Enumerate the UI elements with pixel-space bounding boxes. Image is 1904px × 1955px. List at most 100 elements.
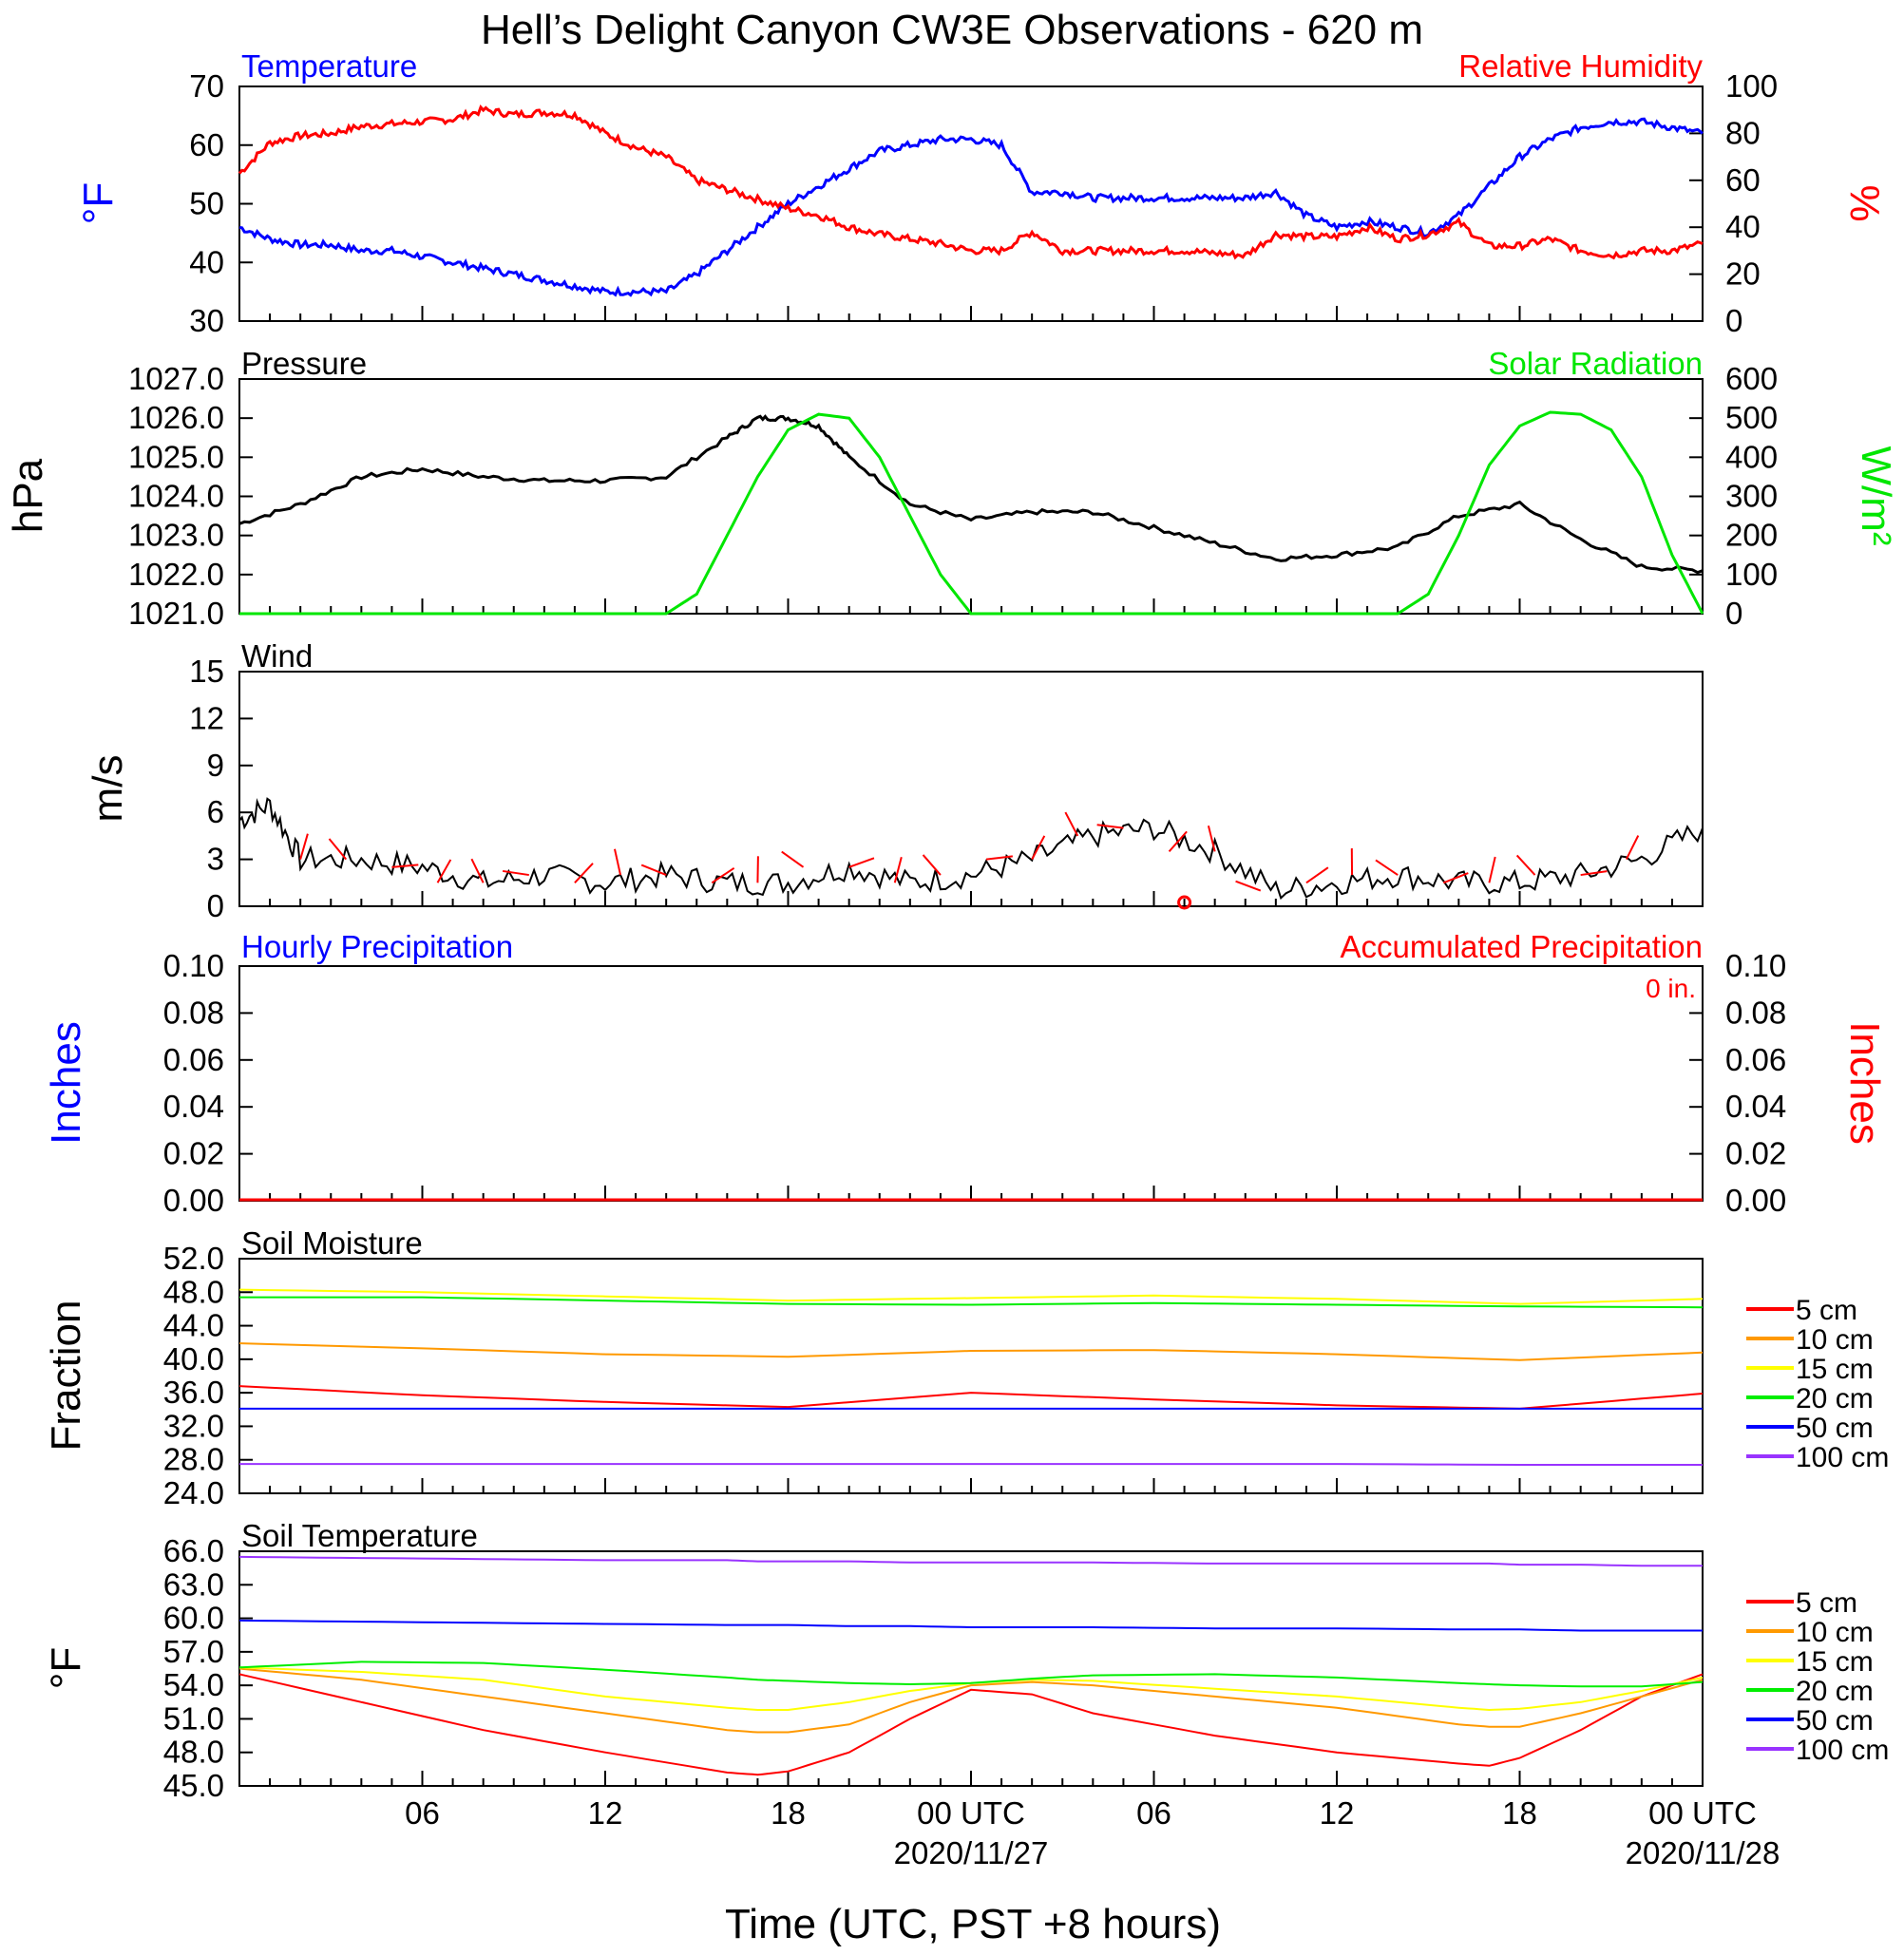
rh-tick-label: 40: [1725, 209, 1761, 244]
x-tick-label: 18: [771, 1795, 806, 1831]
x-tick-label: 06: [1136, 1795, 1171, 1831]
rh-tick-label: 80: [1725, 115, 1761, 150]
soil-moisture-axis-title: Fraction: [43, 1300, 89, 1452]
soil-temp-line-5: [238, 1555, 1703, 1567]
soil-temp-axis-title: °F: [43, 1647, 89, 1689]
humidity-label: Relative Humidity: [1458, 48, 1703, 84]
soil-temp-legend-label: 5 cm: [1796, 1587, 1857, 1619]
wind-barb: [781, 850, 805, 868]
wind-tick-label: 15: [189, 654, 224, 689]
soil-temp-tick-label: 54.0: [163, 1667, 224, 1702]
solar-tick-label: 200: [1725, 518, 1778, 553]
x-tick-label: 12: [1320, 1795, 1355, 1831]
wind-barb: [470, 858, 485, 883]
wind-barb: [1096, 824, 1124, 829]
soil-temp-tick-label: 51.0: [163, 1700, 224, 1736]
soil-moisture-tick-label: 28.0: [163, 1442, 224, 1477]
wind-barb: [436, 859, 452, 883]
solar-line: [239, 410, 1704, 616]
soil-moisture-legend-label: 100 cm: [1796, 1442, 1889, 1473]
x-tick-label: 12: [588, 1795, 623, 1831]
hourly-precip-tick-label: 0.00: [163, 1183, 224, 1218]
wind-tick-label: 12: [189, 700, 224, 735]
soil-moisture-label: Soil Moisture: [241, 1225, 423, 1261]
wind-line: [238, 797, 1704, 901]
hourly-precip-tick-label: 0.10: [163, 948, 224, 983]
soil-temp-label: Soil Temperature: [241, 1518, 478, 1553]
accum-precip-axis-title: Inches: [1841, 1021, 1888, 1145]
wind-tick-label: 9: [207, 748, 224, 783]
temp-tick-label: 40: [189, 244, 224, 279]
soil-moisture-legend-label: 10 cm: [1796, 1324, 1874, 1356]
pressure-tick-label: 1026.0: [128, 400, 224, 435]
x-date-label: 2020/11/27: [894, 1835, 1049, 1870]
calm-wind-marker: [1177, 895, 1192, 910]
wind-barb: [985, 855, 1013, 861]
pressure-tick-label: 1023.0: [128, 518, 224, 553]
soil-moisture-line-2: [238, 1288, 1704, 1305]
wind-barb: [1515, 854, 1536, 876]
accum-precip-tick-label: 0.02: [1725, 1136, 1786, 1171]
wind-barb: [1580, 870, 1608, 877]
wind-barb: [574, 863, 594, 883]
wind-barb: [1305, 866, 1329, 884]
soil-temp-tick-label: 63.0: [163, 1566, 224, 1602]
accum-precip-tick-label: 0.08: [1725, 995, 1786, 1030]
soil-temp-line-0: [238, 1673, 1704, 1776]
rh-tick-label: 100: [1725, 68, 1778, 104]
solar-tick-label: 300: [1725, 479, 1778, 514]
pressure-frame: [238, 378, 1704, 615]
soil-temp-frame: [238, 1550, 1704, 1787]
hourly-precip-tick-label: 0.08: [163, 995, 224, 1030]
soil-moisture-line-0: [238, 1385, 1704, 1410]
temp-tick-label: 60: [189, 127, 224, 162]
soil-moisture-line-1: [238, 1342, 1704, 1361]
wind-barb: [502, 869, 529, 877]
accum-precip-value: 0 in.: [1646, 974, 1696, 1003]
soil-moisture-tick-label: 44.0: [163, 1308, 224, 1343]
wind-barb: [893, 856, 903, 883]
soil-temp-legend-label: 100 cm: [1796, 1735, 1889, 1766]
accum-precip-label: Accumulated Precipitation: [1340, 929, 1703, 964]
wind-barb: [1168, 830, 1188, 853]
soil-temp-legend-label: 15 cm: [1796, 1646, 1874, 1678]
rh-tick-label: 20: [1725, 256, 1761, 292]
rh-axis-title: %: [1841, 184, 1888, 221]
hourly-precip-label: Hourly Precipitation: [241, 929, 513, 964]
solar-tick-label: 600: [1725, 361, 1778, 396]
pressure-tick-label: 1022.0: [128, 557, 224, 592]
wind-barb: [1488, 856, 1496, 883]
wind-axis-title: m/s: [85, 755, 131, 823]
soil-moisture-tick-label: 48.0: [163, 1274, 224, 1309]
soil-temp-line-2: [238, 1666, 1704, 1712]
soil-temp-line-3: [238, 1661, 1704, 1688]
wind-tick-label: 3: [207, 842, 224, 877]
solar-axis-title: W/m²: [1853, 446, 1899, 545]
precip-frame: [238, 965, 1704, 1202]
accum-precip-tick-label: 0.10: [1725, 948, 1786, 983]
x-tick-label: 00 UTC: [917, 1795, 1025, 1831]
wind-barb: [1235, 880, 1262, 892]
temp-tick-label: 70: [189, 68, 224, 104]
chart-title: Hell’s Delight Canyon CW3E Observations …: [481, 7, 1423, 53]
soil-moisture-tick-label: 40.0: [163, 1341, 224, 1376]
wind-barb: [922, 854, 942, 876]
soil-temp-line-4: [238, 1619, 1703, 1632]
wind-barb: [1625, 835, 1640, 861]
wind-barb: [328, 838, 348, 861]
pressure-label: Pressure: [241, 346, 367, 381]
soil-moisture-legend-label: 50 cm: [1796, 1413, 1874, 1444]
soil-temp-legend-label: 10 cm: [1796, 1617, 1874, 1648]
solar-tick-label: 100: [1725, 557, 1778, 592]
hourly-precip-tick-label: 0.04: [163, 1089, 224, 1124]
wind-frame: [238, 671, 1704, 907]
soil-temp-line-1: [238, 1667, 1704, 1734]
x-axis-title: Time (UTC, PST +8 hours): [725, 1901, 1221, 1947]
wind-tick-label: 0: [207, 888, 224, 923]
temperature-line: [238, 117, 1704, 297]
soil-moisture-legend-label: 15 cm: [1796, 1354, 1874, 1385]
wind-tick-label: 6: [207, 794, 224, 829]
wind-barb: [640, 864, 667, 876]
soil-temp-tick-label: 60.0: [163, 1601, 224, 1636]
